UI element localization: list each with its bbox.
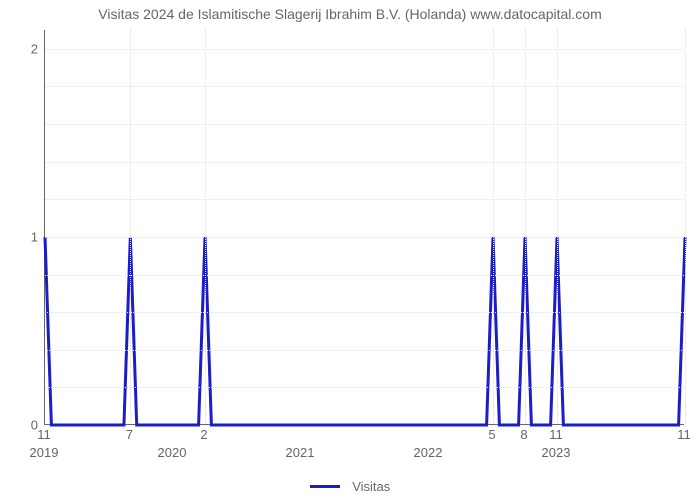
gridline-v <box>525 30 526 424</box>
x-year-label: 2023 <box>542 445 571 460</box>
gridline-h <box>45 275 684 276</box>
gridline-h <box>45 350 684 351</box>
gridline-v <box>557 30 558 424</box>
y-tick-label: 1 <box>20 229 38 244</box>
gridline-v <box>205 30 206 424</box>
series-line <box>45 237 685 425</box>
gridline-h <box>45 237 684 238</box>
gridline-h <box>45 387 684 388</box>
plot-area <box>44 30 684 425</box>
x-tick-label: 5 <box>488 427 495 442</box>
x-tick-label: 11 <box>677 427 691 442</box>
x-year-label: 2020 <box>158 445 187 460</box>
x-year-label: 2021 <box>286 445 315 460</box>
chart-title: Visitas 2024 de Islamitische Slagerij Ib… <box>0 6 700 22</box>
x-tick-label: 11 <box>549 427 563 442</box>
gridline-h <box>45 49 684 50</box>
legend-label: Visitas <box>352 479 390 494</box>
y-tick-label: 2 <box>20 41 38 56</box>
series-svg <box>45 30 685 425</box>
gridline-v <box>685 30 686 424</box>
chart-container: Visitas 2024 de Islamitische Slagerij Ib… <box>0 0 700 500</box>
gridline-v <box>493 30 494 424</box>
gridline-h <box>45 124 684 125</box>
x-year-label: 2019 <box>30 445 59 460</box>
legend-swatch <box>310 485 340 488</box>
x-tick-label: 8 <box>520 427 527 442</box>
gridline-h <box>45 86 684 87</box>
gridline-h <box>45 312 684 313</box>
legend: Visitas <box>0 478 700 496</box>
x-tick-label: 2 <box>200 427 207 442</box>
gridline-h <box>45 199 684 200</box>
gridline-h <box>45 162 684 163</box>
gridline-v <box>130 30 131 424</box>
x-year-label: 2022 <box>414 445 443 460</box>
y-tick-label: 0 <box>20 418 38 433</box>
x-tick-label: 7 <box>126 427 133 442</box>
x-tick-label: 11 <box>37 427 51 442</box>
